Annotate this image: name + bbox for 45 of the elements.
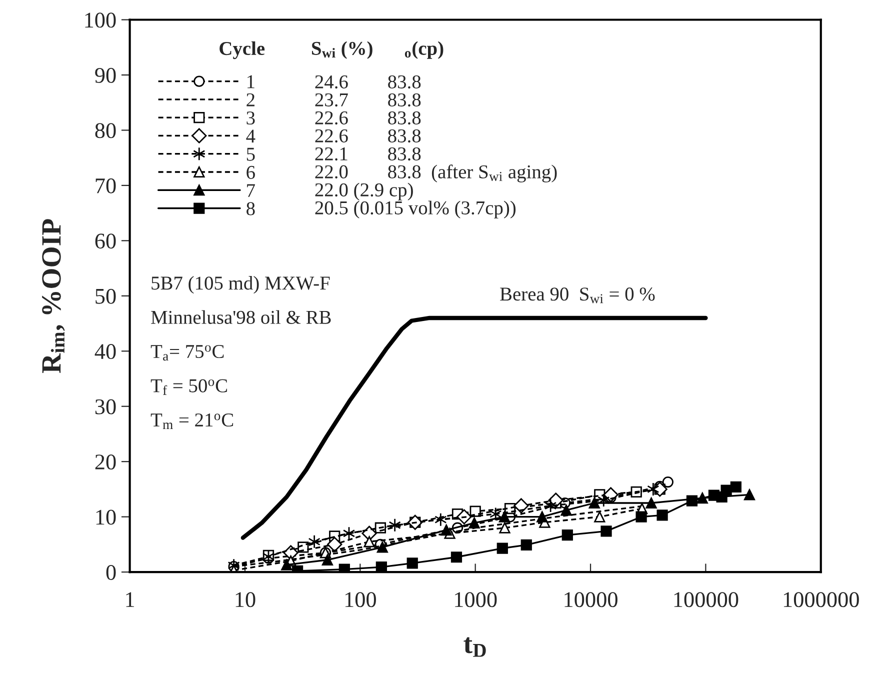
- y-tick-label: 60: [95, 234, 116, 249]
- annotation: 22.0 83.8 (after S$_{wi}$ aging): [315, 164, 557, 182]
- y-tick-label: 80: [95, 123, 116, 138]
- annotation: 5B7 (105 md) MXW-F: [152, 276, 330, 294]
- legend-label: 3: [246, 111, 255, 125]
- legend-label: 4: [246, 130, 256, 143]
- y-tick-label: 50: [96, 288, 116, 304]
- annotation: S$_{wi}$ (%): [312, 41, 372, 59]
- legend-label: 6: [246, 166, 255, 179]
- annotation: 22.6 83.8: [315, 129, 421, 143]
- x-tick-label: 10: [236, 592, 256, 608]
- annotation: 20.5 (0.015 vol% (3.7cp)): [315, 200, 516, 218]
- y-tick-label: 10: [96, 510, 116, 525]
- y-tick-label: 100: [85, 12, 116, 28]
- annotation: 22.0 (2.9 cp): [315, 182, 413, 200]
- x-tick-label: 100: [345, 592, 376, 608]
- legend-label: 7: [247, 184, 255, 197]
- legend-label: 5: [246, 148, 255, 161]
- legend-label: 1: [248, 75, 254, 88]
- y-tick-label: 90: [95, 68, 116, 83]
- y-tick-label: 40: [94, 344, 116, 360]
- annotation: 22.6 83.8: [315, 111, 421, 125]
- x-axis-title: t$_{D}$: [464, 637, 486, 657]
- annotation: Minnelusa'98 oil & RB: [151, 310, 331, 324]
- y-axis-title: R$_{im}$, %OOIP: [42, 219, 65, 374]
- x-tick-label: 1: [126, 592, 134, 607]
- annotation: Cycle: [220, 41, 265, 60]
- y-tick-label: 70: [96, 178, 116, 194]
- y-tick-label: 30: [95, 399, 116, 414]
- y-tick-label: 20: [95, 454, 116, 470]
- annotation: 24.6 83.8: [315, 75, 421, 89]
- annotation: T$_{a}$= 75$^{o}$C: [150, 344, 224, 361]
- annotation: 22.1 83.8: [315, 147, 421, 161]
- x-tick-label: 1000: [455, 592, 497, 608]
- legend-label: 8: [246, 202, 255, 216]
- annotation: Berea 90 S$_{wi}$ = 0 %: [500, 288, 655, 304]
- y-tick-label: 0: [106, 564, 116, 580]
- annotation: $_{o}$(cp): [404, 41, 444, 59]
- legend-label: 2: [246, 93, 254, 106]
- annotation: T$_{f}$ = 50$^{o}$C: [150, 379, 227, 395]
- x-tick-label: 100000: [674, 592, 738, 608]
- x-tick-label: 10000: [564, 592, 618, 608]
- x-tick-label: 1000000: [784, 592, 859, 608]
- annotation: 23.7 83.8: [315, 93, 421, 107]
- annotation: T$_{m}$ = 21$^{o}$C: [150, 413, 234, 430]
